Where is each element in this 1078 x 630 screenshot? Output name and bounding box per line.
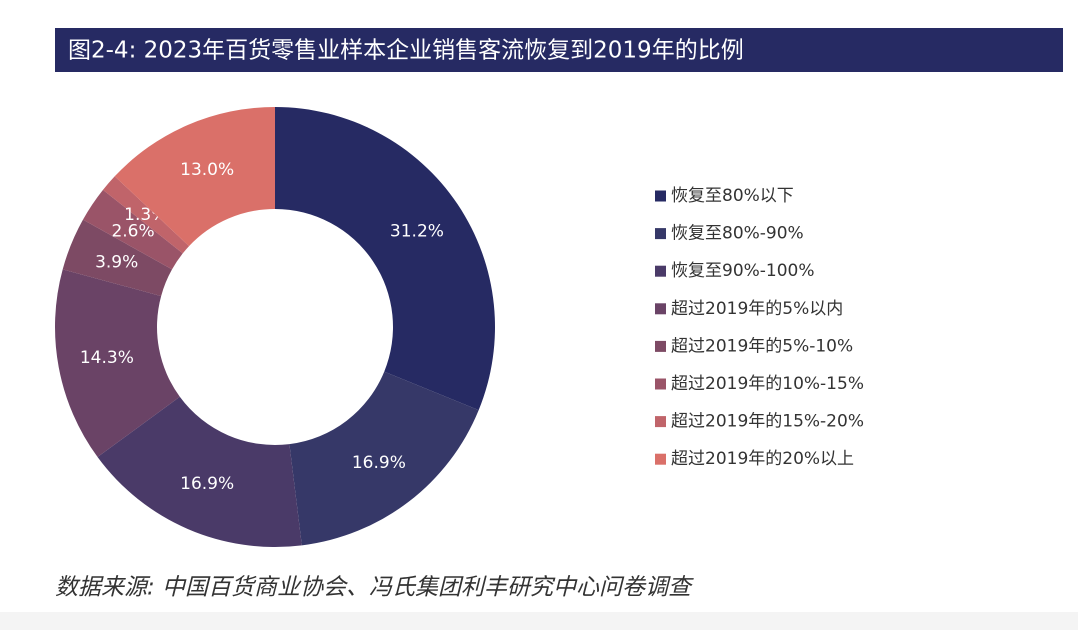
slice — [114, 107, 275, 247]
footer-strip — [0, 612, 1078, 630]
chart-title: 图2-4: 2023年百货零售业样本企业销售客流恢复到2019年的比例 — [68, 38, 744, 64]
legend-swatch — [655, 416, 666, 428]
legend-swatch — [655, 303, 666, 315]
legend-swatch — [655, 453, 666, 465]
value-label: 14.3% — [80, 348, 134, 368]
value-label: 16.9% — [352, 453, 406, 473]
slice — [62, 219, 173, 297]
legend-label: 超过2019年的20%以上 — [671, 449, 854, 469]
value-label: 3.9% — [95, 252, 138, 272]
slice — [55, 269, 180, 458]
slice — [102, 176, 190, 254]
legend-label: 超过2019年的5%-10% — [671, 336, 853, 356]
slice — [82, 189, 183, 270]
value-label: 31.2% — [390, 222, 444, 242]
source: 数据来源: 中国百货商业协会、冯氏集团利丰研究中心问卷调查 — [55, 575, 694, 601]
legend-label: 恢复至80%-90% — [671, 224, 804, 244]
value-label: 13.0% — [180, 160, 234, 180]
legend-swatch — [655, 190, 666, 202]
legend-swatch — [655, 228, 666, 240]
slice — [275, 107, 495, 411]
legend-swatch — [655, 340, 666, 352]
legend-label: 超过2019年的5%以内 — [671, 299, 843, 319]
slice — [289, 371, 479, 546]
legend-swatch — [655, 265, 666, 277]
title-bar — [55, 28, 1063, 72]
value-label: 16.9% — [180, 474, 234, 494]
legend-swatch — [655, 378, 666, 390]
legend-label: 超过2019年的10%-15% — [671, 374, 864, 394]
legend-label: 恢复至80%以下 — [671, 186, 794, 206]
slice — [97, 396, 302, 548]
value-label: 2.6% — [111, 222, 154, 242]
legend-label: 恢复至90%-100% — [671, 261, 815, 281]
legend-label: 超过2019年的15%-20% — [671, 412, 864, 432]
